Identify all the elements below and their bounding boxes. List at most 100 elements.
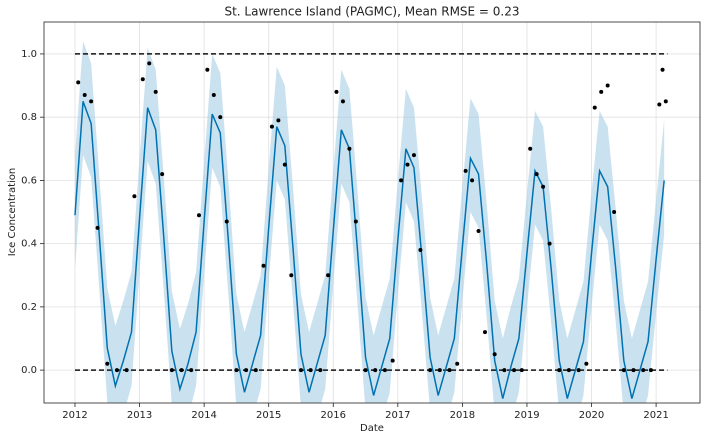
observed-point <box>234 368 239 373</box>
forecast-line <box>74 101 665 399</box>
observed-point <box>160 172 165 177</box>
observed-point <box>373 368 378 373</box>
uncertainty-band <box>74 41 665 403</box>
observed-point <box>218 115 223 120</box>
observed-point <box>334 89 339 94</box>
x-tick-label: 2013 <box>127 410 152 421</box>
observed-point <box>211 93 216 98</box>
observed-point <box>528 146 533 151</box>
observed-point <box>657 102 662 107</box>
observed-point <box>282 162 287 167</box>
x-tick-label: 2015 <box>256 410 281 421</box>
observed-point <box>76 80 81 85</box>
observed-point <box>576 368 581 373</box>
observed-point <box>308 368 313 373</box>
observed-point <box>502 368 507 373</box>
observed-point <box>289 273 294 278</box>
observed-point <box>660 67 665 72</box>
observed-point <box>405 162 410 167</box>
observed-point <box>261 263 266 268</box>
observed-point <box>340 99 345 104</box>
observed-point <box>418 247 423 252</box>
y-tick-label: 0.4 <box>21 239 37 250</box>
observed-point <box>621 368 626 373</box>
observed-point <box>253 368 258 373</box>
observed-point <box>114 368 119 373</box>
observed-point <box>269 124 274 129</box>
observed-point <box>470 178 475 183</box>
x-tick-label: 2014 <box>191 410 216 421</box>
observed-point <box>547 241 552 246</box>
x-tick-label: 2012 <box>62 410 87 421</box>
observed-point <box>124 368 129 373</box>
observed-point <box>541 184 546 189</box>
observed-point <box>463 168 468 173</box>
chart-title: St. Lawrence Island (PAGMC), Mean RMSE =… <box>224 5 519 19</box>
observed-point <box>244 368 249 373</box>
x-tick-label: 2017 <box>385 410 410 421</box>
observed-point <box>196 213 201 218</box>
observed-point <box>557 368 562 373</box>
x-tick-label: 2016 <box>321 410 346 421</box>
observed-point <box>318 368 323 373</box>
y-tick-label: 1.0 <box>21 49 37 60</box>
observed-point <box>492 352 497 357</box>
frame <box>43 21 701 404</box>
observed-point <box>612 210 617 215</box>
observed-point <box>411 153 416 158</box>
observed-point <box>648 368 653 373</box>
observed-point <box>179 368 184 373</box>
observed-point <box>455 361 460 366</box>
observed-point <box>132 194 137 199</box>
observed-point <box>428 368 433 373</box>
observed-point <box>276 118 281 123</box>
observed-point <box>447 368 452 373</box>
observed-point <box>592 105 597 110</box>
observed-point <box>584 361 589 366</box>
observed-point <box>353 219 358 224</box>
x-tick-label: 2019 <box>514 410 539 421</box>
observed-point <box>298 368 303 373</box>
y-tick-label: 0.6 <box>21 175 37 186</box>
observed-point <box>566 368 571 373</box>
y-tick-label: 0.0 <box>21 365 37 376</box>
observed-point <box>599 89 604 94</box>
observed-point <box>326 273 331 278</box>
observed-point <box>224 219 229 224</box>
x-tick-label: 2018 <box>450 410 475 421</box>
observed-point <box>519 368 524 373</box>
x-tick-label: 2021 <box>643 410 668 421</box>
observed-point <box>147 61 152 66</box>
observed-point <box>82 93 87 98</box>
observed-point <box>390 358 395 363</box>
x-tick-label: 2020 <box>579 410 604 421</box>
y-tick-label: 0.8 <box>21 112 37 123</box>
observed-point <box>399 178 404 183</box>
observed-point <box>534 172 539 177</box>
observed-point <box>663 99 668 104</box>
plot <box>74 41 668 403</box>
y-tick-label: 0.2 <box>21 302 37 313</box>
observed-point <box>363 368 368 373</box>
observed-point <box>631 368 636 373</box>
observed-point <box>437 368 442 373</box>
observed-point <box>140 77 145 82</box>
observed-point <box>205 67 210 72</box>
observed-point <box>482 330 487 335</box>
observed-point <box>605 83 610 88</box>
observed-point <box>347 146 352 151</box>
observed-point <box>189 368 194 373</box>
observed-point <box>641 368 646 373</box>
x-axis-label: Date <box>360 423 384 434</box>
observed-point <box>153 89 158 94</box>
y-axis-label: Ice Concentration <box>7 168 18 257</box>
observed-point <box>95 225 100 230</box>
observed-point <box>512 368 517 373</box>
observed-point <box>169 368 174 373</box>
observed-point <box>89 99 94 104</box>
axes: 2012 2013 2014 2015 2016 2017 2018 2019 2020 2021… <box>21 49 669 421</box>
observed-point <box>382 368 387 373</box>
observed-point <box>476 228 481 233</box>
